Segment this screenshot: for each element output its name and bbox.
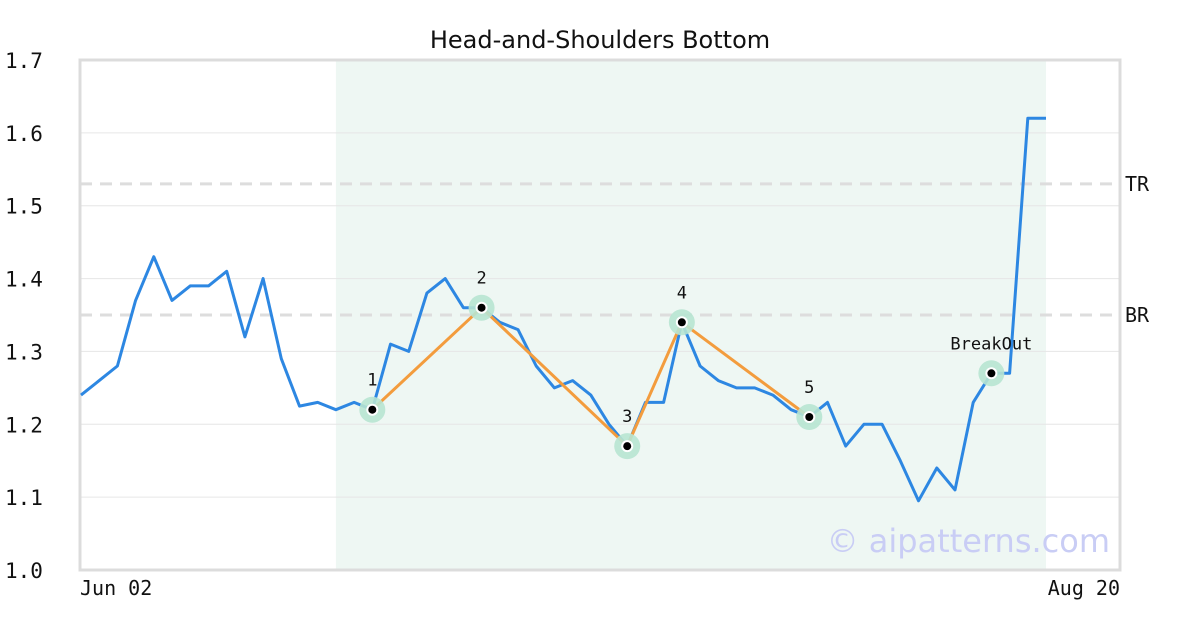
- point-label-1: 1: [367, 371, 377, 391]
- y-tick-label: 1.5: [5, 195, 43, 219]
- marker-dot-4: [677, 318, 686, 327]
- point-label-4: 4: [677, 283, 687, 303]
- point-label-5: 5: [804, 378, 814, 398]
- point-label-3: 3: [622, 407, 632, 427]
- y-tick-label: 1.3: [5, 340, 43, 364]
- y-tick-label: 1.4: [5, 268, 43, 292]
- y-tick-label: 1.6: [5, 122, 43, 146]
- y-tick-label: 1.7: [5, 49, 43, 73]
- level-label-br: BR: [1125, 303, 1150, 327]
- marker-dot-3: [623, 442, 632, 451]
- watermark: © aipatterns.com: [827, 522, 1110, 560]
- y-tick-label: 1.0: [5, 559, 43, 583]
- marker-dot-2: [477, 303, 486, 312]
- y-tick-label: 1.1: [5, 486, 43, 510]
- x-tick-label: Jun 02: [80, 576, 152, 600]
- y-tick-label: 1.2: [5, 413, 43, 437]
- marker-dot-1: [368, 405, 377, 414]
- chart-title: Head-and-Shoulders Bottom: [430, 26, 770, 54]
- level-label-tr: TR: [1125, 172, 1150, 196]
- point-label-2: 2: [476, 269, 486, 289]
- point-label-breakout: BreakOut: [950, 334, 1032, 354]
- x-tick-label: Aug 20: [1048, 576, 1120, 600]
- marker-dot-breakout: [987, 369, 996, 378]
- marker-dot-5: [805, 413, 814, 421]
- plot-frame: [78, 58, 1122, 572]
